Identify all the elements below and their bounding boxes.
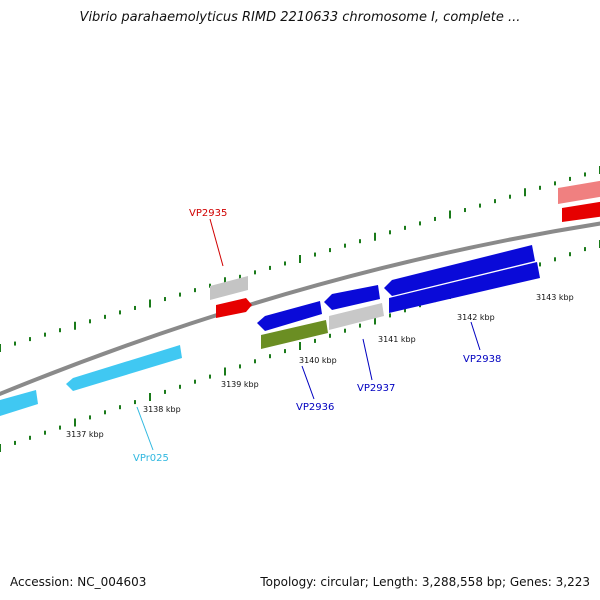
scale-label: 3139 kbp [221, 380, 259, 389]
scale-label: 3140 kbp [299, 356, 337, 365]
gene-blue-3 [384, 245, 535, 296]
gene-blue-2 [324, 285, 380, 310]
callout-vp2937 [362, 338, 373, 381]
gene-gray-vp2937 [329, 303, 384, 330]
scale-label: 3141 kbp [378, 335, 416, 344]
gene-blue-vp2938 [389, 262, 540, 313]
callout-vp2936 [301, 365, 315, 400]
callout-vpr025 [136, 406, 154, 451]
gene-label-vp2935: VP2935 [189, 208, 227, 219]
gene-blue-1 [257, 301, 322, 331]
callout-vp2935 [209, 218, 224, 267]
scale-label: 3143 kbp [536, 293, 574, 302]
gene-red-vp2935 [216, 298, 252, 318]
gene-gray-vp2935 [210, 276, 248, 300]
scale-label: 3138 kbp [143, 405, 181, 414]
chromosome-backbone [0, 221, 600, 397]
gene-label-vpr025: VPr025 [133, 453, 169, 464]
gene-pink [558, 180, 600, 204]
gene-red-upper [562, 201, 600, 222]
map-title: Vibrio parahaemolyticus RIMD 2210633 chr… [79, 10, 521, 25]
genome-stats-text: Topology: circular; Length: 3,288,558 bp… [260, 575, 590, 589]
scale-label: 3142 kbp [457, 313, 495, 322]
gene-label-vp2936: VP2936 [296, 402, 334, 413]
accession-text: Accession: NC_004603 [10, 575, 147, 589]
callout-vp2938 [470, 321, 481, 351]
gene-olive-vp2936 [261, 320, 328, 349]
scale-label: 3137 kbp [66, 430, 104, 439]
gene-cyan-upper [66, 345, 182, 391]
gene-cyan-left [0, 390, 38, 416]
gene-label-vp2937: VP2937 [357, 383, 395, 394]
gene-label-vp2938: VP2938 [463, 354, 501, 365]
